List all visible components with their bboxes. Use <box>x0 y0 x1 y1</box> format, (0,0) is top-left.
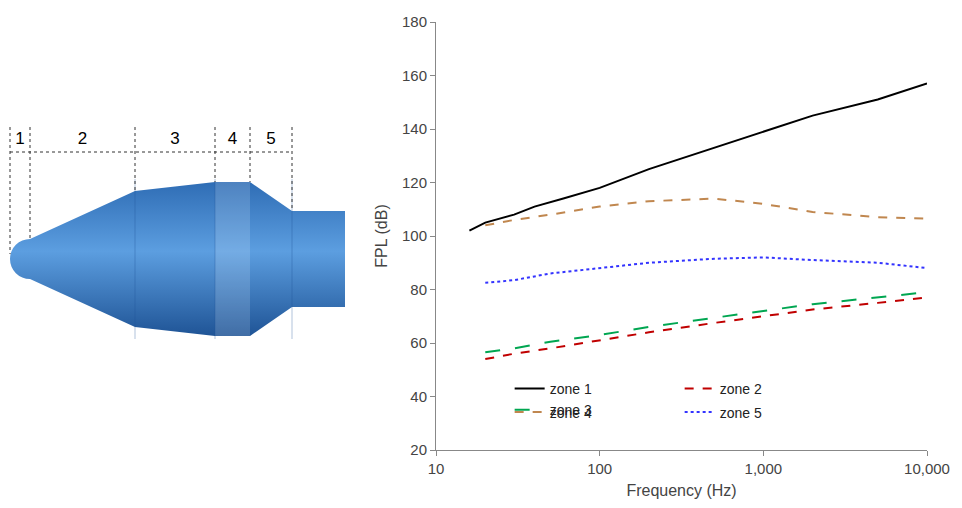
svg-text:80: 80 <box>410 281 427 298</box>
svg-text:3: 3 <box>170 129 179 148</box>
svg-text:2: 2 <box>78 129 87 148</box>
svg-text:100: 100 <box>587 460 612 477</box>
svg-text:1,000: 1,000 <box>745 460 783 477</box>
svg-text:40: 40 <box>410 388 427 405</box>
svg-text:180: 180 <box>402 13 427 30</box>
svg-text:1: 1 <box>15 129 24 148</box>
svg-text:140: 140 <box>402 120 427 137</box>
svg-text:zone 1: zone 1 <box>550 381 592 397</box>
svg-text:60: 60 <box>410 334 427 351</box>
svg-text:zone 4: zone 4 <box>550 405 592 421</box>
svg-text:100: 100 <box>402 227 427 244</box>
svg-text:5: 5 <box>266 129 275 148</box>
svg-text:zone 5: zone 5 <box>720 405 762 421</box>
svg-text:10,000: 10,000 <box>904 460 950 477</box>
svg-text:Frequency (Hz): Frequency (Hz) <box>626 482 736 499</box>
svg-text:4: 4 <box>228 129 237 148</box>
svg-text:160: 160 <box>402 67 427 84</box>
svg-text:10: 10 <box>428 460 445 477</box>
svg-text:FPL (dB): FPL (dB) <box>373 204 390 267</box>
svg-text:20: 20 <box>410 441 427 458</box>
svg-text:zone 2: zone 2 <box>720 381 762 397</box>
svg-text:120: 120 <box>402 174 427 191</box>
